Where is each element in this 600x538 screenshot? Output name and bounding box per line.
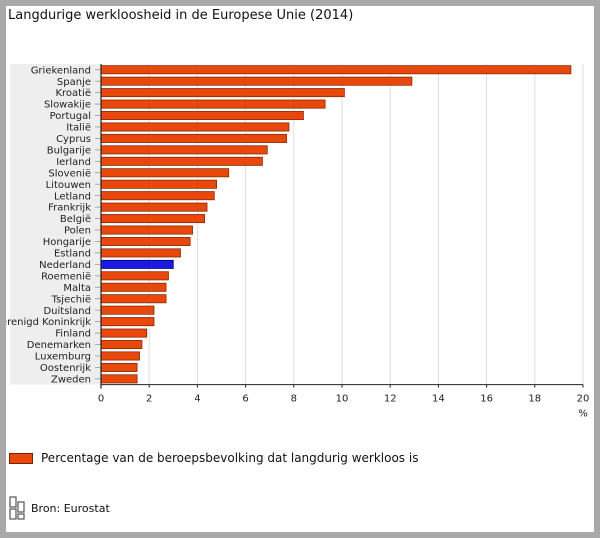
bar-cyprus	[100, 133, 287, 143]
x-axis-label: %	[578, 409, 588, 420]
category-label: Spanje	[57, 77, 91, 88]
bar-portugal	[100, 111, 304, 121]
x-tick-label: 6	[242, 394, 248, 405]
category-label: Verenigd Koninkrijk	[6, 317, 91, 328]
category-label: Frankrijk	[48, 203, 91, 214]
category-label: Tsjechië	[51, 294, 91, 305]
x-tick-label: 12	[384, 394, 397, 405]
bar-ierland	[100, 156, 263, 166]
bar-estland	[100, 248, 181, 258]
chart-title: Langdurige werkloosheid in de Europese U…	[8, 8, 354, 23]
category-label: Estland	[54, 249, 91, 260]
bar-slowakije	[100, 99, 326, 109]
category-label: Oostenrijk	[40, 363, 91, 374]
chart-frame: Langdurige werkloosheid in de Europese U…	[6, 6, 594, 532]
category-label: Polen	[64, 226, 91, 237]
category-label: Roemenië	[41, 271, 91, 282]
category-label: Litouwen	[46, 180, 91, 191]
bar-denemarken	[100, 340, 143, 349]
category-label: Italië	[66, 123, 91, 134]
bar-kroatië	[100, 88, 345, 98]
category-label: Luxemburg	[35, 352, 91, 363]
bar-tsjechië	[100, 294, 167, 304]
bar-chart: GriekenlandSpanjeKroatiëSlowakijePortuga…	[6, 64, 590, 420]
category-label: Griekenland	[31, 65, 91, 76]
category-label: Cyprus	[56, 134, 91, 145]
bar-hongarije	[100, 237, 191, 246]
bar-finland	[100, 328, 148, 338]
category-label: Slowakije	[44, 100, 91, 111]
bar-letland	[100, 191, 215, 201]
category-label: Portugal	[50, 111, 91, 122]
x-tick-label: 10	[336, 394, 349, 405]
legend: Percentage van de beroepsbevolking dat l…	[9, 451, 418, 465]
category-label: Hongarije	[43, 237, 91, 248]
x-tick-label: 20	[577, 394, 590, 405]
x-tick-label: 8	[291, 394, 297, 405]
source-label: Bron: Eurostat	[31, 501, 110, 515]
bar-frankrijk	[100, 202, 208, 212]
bar-belgië	[100, 214, 205, 224]
bar-malta	[100, 282, 167, 292]
bar-griekenland	[100, 65, 572, 75]
bar-verenigd-koninkrijk	[100, 317, 155, 327]
category-label: Kroatië	[55, 88, 91, 99]
category-label: Zweden	[51, 374, 91, 385]
category-panel	[10, 64, 101, 385]
legend-swatch	[9, 452, 33, 464]
category-label: België	[60, 214, 91, 225]
category-label: Bulgarije	[47, 145, 91, 156]
cbs-logo-icon	[9, 496, 25, 520]
x-tick-label: 16	[480, 394, 493, 405]
bar-duitsland	[100, 305, 155, 315]
category-label: Nederland	[39, 260, 91, 271]
category-label: Letland	[54, 191, 91, 202]
x-tick-label: 2	[146, 394, 152, 405]
bar-bulgarije	[100, 145, 268, 155]
category-label: Duitsland	[43, 306, 91, 317]
x-tick-label: 4	[194, 394, 200, 405]
bar-roemenië	[100, 271, 169, 281]
category-label: Malta	[63, 283, 91, 294]
bar-nederland	[100, 259, 174, 269]
bar-italië	[100, 122, 290, 132]
legend-label: Percentage van de beroepsbevolking dat l…	[41, 451, 419, 465]
source: Bron: Eurostat	[9, 496, 110, 520]
bar-litouwen	[100, 179, 218, 189]
category-label: Finland	[55, 329, 91, 340]
bar-spanje	[100, 76, 413, 86]
category-label: Ierland	[56, 157, 91, 168]
bar-oostenrijk	[100, 362, 138, 372]
x-tick-label: 18	[528, 394, 541, 405]
bar-polen	[100, 225, 193, 235]
category-label: Slovenië	[48, 168, 91, 179]
bar-slovenië	[100, 168, 230, 178]
x-tick-label: 0	[98, 394, 104, 405]
x-tick-label: 14	[432, 394, 445, 405]
bar-zweden	[100, 374, 138, 384]
bar-luxemburg	[100, 351, 140, 361]
category-label: Denemarken	[27, 340, 91, 351]
